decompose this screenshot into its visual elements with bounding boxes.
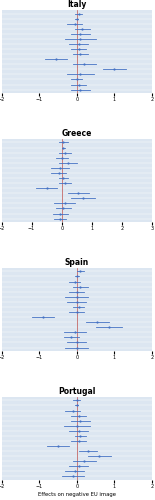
Title: Greece: Greece	[62, 129, 92, 138]
Title: Italy: Italy	[67, 0, 86, 9]
X-axis label: Effects on negative EU image: Effects on negative EU image	[38, 492, 116, 497]
Title: Portugal: Portugal	[58, 387, 95, 396]
Title: Spain: Spain	[65, 258, 89, 267]
